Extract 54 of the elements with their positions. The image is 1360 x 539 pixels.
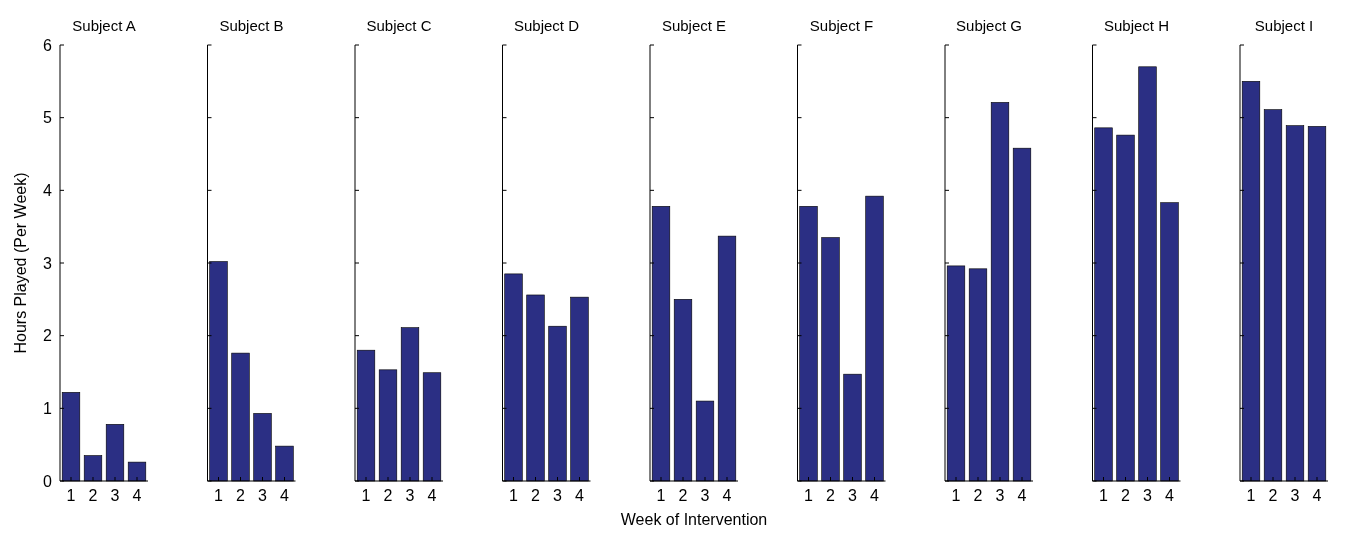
x-tick-label: 2 [678, 487, 688, 504]
x-tick-label: 4 [722, 487, 732, 504]
x-tick-label: 3 [258, 487, 268, 504]
x-tick-label: 2 [1268, 487, 1278, 504]
x-tick-label: 1 [509, 487, 519, 504]
x-tick-label: 3 [1143, 487, 1153, 504]
x-tick-label: 4 [427, 487, 437, 504]
x-tick-label: 1 [1099, 487, 1109, 504]
chart-title: Subject D [513, 17, 580, 34]
x-tick-label: 1 [214, 487, 224, 504]
x-tick-label: 1 [656, 487, 666, 504]
y-tick-label: 6 [43, 36, 53, 54]
x-tick-label: 3 [700, 487, 710, 504]
y-tick-label: 4 [43, 181, 53, 199]
chart-title: Subject B [219, 17, 284, 34]
y-tick-label: 1 [43, 399, 53, 417]
x-tick-label: 4 [1165, 487, 1175, 504]
y-axis-title: Hours Played (Per Week) [12, 172, 29, 354]
x-tick-label: 1 [804, 487, 814, 504]
x-tick-label: 4 [1312, 487, 1322, 504]
x-tick-label: 2 [383, 487, 393, 504]
y-tick-label: 5 [43, 109, 53, 127]
x-tick-label: 2 [1121, 487, 1131, 504]
x-tick-label: 3 [1290, 487, 1300, 504]
x-tick-label: 2 [531, 487, 541, 504]
chart-title: Subject F [809, 17, 874, 34]
y-tick-label: 0 [43, 472, 53, 490]
chart-title: Subject C [366, 17, 432, 34]
x-tick-label: 4 [280, 487, 290, 504]
x-tick-label: 2 [236, 487, 246, 504]
x-tick-label: 3 [405, 487, 415, 504]
x-tick-label: 3 [848, 487, 858, 504]
x-tick-label: 4 [1017, 487, 1027, 504]
x-tick-label: 4 [132, 487, 142, 504]
chart-title: Subject H [1103, 17, 1170, 34]
x-tick-label: 1 [1246, 487, 1256, 504]
x-tick-label: 1 [66, 487, 76, 504]
x-tick-label: 2 [88, 487, 98, 504]
x-tick-label: 3 [995, 487, 1005, 504]
chart-title: Subject I [1254, 17, 1314, 34]
x-tick-label: 4 [870, 487, 880, 504]
x-tick-label: 3 [110, 487, 120, 504]
x-tick-label: 4 [575, 487, 585, 504]
x-tick-label: 2 [826, 487, 836, 504]
chart-title: Subject E [661, 17, 727, 34]
x-tick-label: 1 [951, 487, 961, 504]
y-tick-label: 3 [43, 254, 53, 272]
chart-title: Subject G [956, 17, 1022, 34]
x-tick-label: 3 [553, 487, 563, 504]
chart-title: Subject A [72, 17, 136, 34]
x-axis-title: Week of Intervention [620, 511, 768, 528]
x-tick-label: 2 [973, 487, 983, 504]
x-tick-label: 1 [361, 487, 371, 504]
y-tick-label: 2 [43, 327, 53, 345]
